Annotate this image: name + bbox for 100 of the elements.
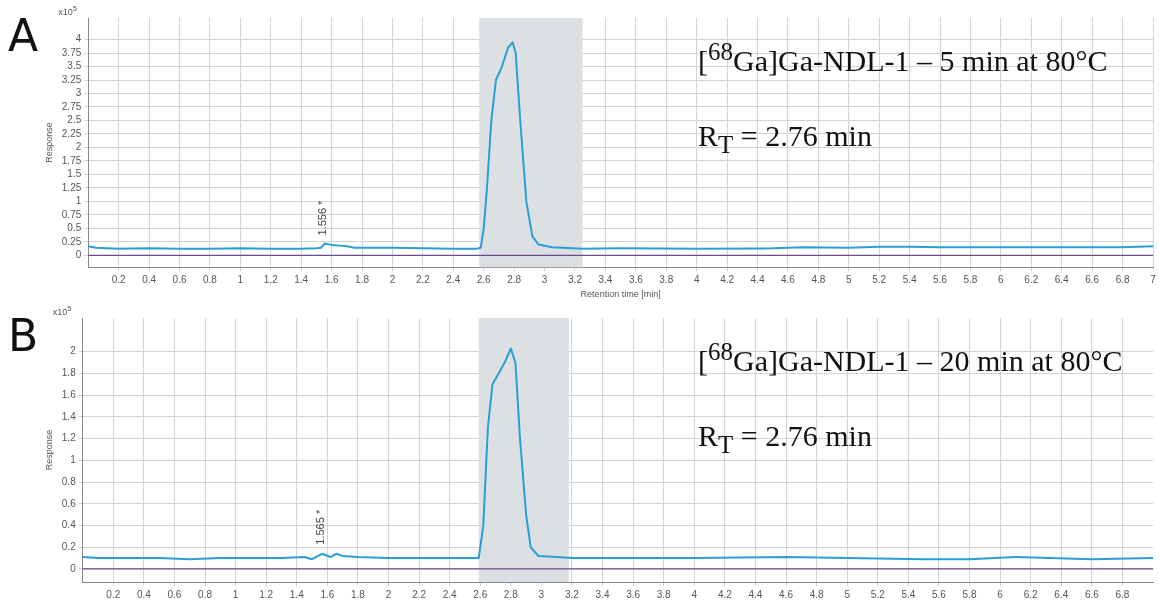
chart-title: B [8, 310, 39, 361]
y-tick-label: 1.2 [61, 432, 77, 444]
x-tick-label: 4.2 [717, 588, 733, 600]
x-tick-label: 3.2 [565, 588, 580, 600]
x-tick-label: 5 [846, 273, 853, 285]
y-tick-label: 0.5 [67, 222, 82, 234]
y-tick-label: 1.5 [67, 168, 82, 180]
y-axis-title: Response [43, 122, 54, 163]
x-tick-label: 2.6 [476, 273, 492, 285]
x-tick-label: 3 [538, 588, 545, 600]
x-tick-label: 1.2 [259, 588, 274, 600]
y-tick-label: 3.5 [67, 60, 82, 72]
x-tick-label: 3.6 [626, 588, 641, 600]
x-tick-label: 1.4 [294, 273, 309, 285]
x-tick-label: 1.4 [289, 588, 305, 600]
y-tick-label: 3.75 [61, 46, 82, 58]
x-tick-label: 4.4 [750, 273, 765, 285]
y-tick-label: 1 [75, 195, 82, 207]
x-tick-label: 5.6 [931, 588, 947, 600]
y-tick-label: 0.4 [61, 519, 77, 531]
x-tick-label: 6 [997, 588, 1004, 600]
y-tick-label: 2 [70, 345, 77, 357]
x-tick-label: 4.6 [780, 273, 796, 285]
x-tick-label: 6 [998, 273, 1005, 285]
x-tick-label: 5.4 [901, 588, 916, 600]
annotation: R$_{T}$ = 2.76 min [698, 118, 873, 160]
x-tick-label: 1 [237, 273, 244, 285]
x-tick-label: 0.6 [167, 588, 182, 600]
x-tick-label: 6.2 [1023, 588, 1039, 600]
x-tick-label: 4 [693, 273, 700, 285]
x-tick-label: 2.8 [503, 588, 519, 600]
x-tick-label: 0.2 [106, 588, 121, 600]
y-tick-label: 0.2 [61, 540, 77, 552]
y-tick-label: 4 [75, 33, 82, 45]
x-tick-label: 2.4 [446, 273, 461, 285]
y-tick-label: 0 [75, 249, 82, 261]
y-tick-label: 0.75 [61, 208, 82, 220]
y-tick-label: 1.6 [61, 388, 77, 400]
x-tick-label: 6.8 [1115, 273, 1130, 285]
x-tick-label: 1.8 [355, 273, 370, 285]
text: x10$^{5}$ [52, 304, 72, 317]
x-tick-label: 5.8 [962, 588, 977, 600]
chart-title: A [8, 10, 39, 61]
y-tick-label: 2.5 [67, 114, 82, 126]
y-tick-label: 3 [75, 87, 82, 99]
x-tick-label: 7 [1150, 273, 1157, 285]
annotation: [$^{68}$Ga]Ga-NDL-1 – 20 min at 80°C [698, 337, 1123, 379]
x-tick-label: 3.8 [656, 588, 672, 600]
x-tick-label: 1.6 [324, 273, 340, 285]
y-tick-label: 0 [70, 562, 77, 574]
x-tick-label: 4.8 [809, 588, 825, 600]
y-tick-label: 0.8 [61, 475, 77, 487]
x-tick-label: 1.2 [263, 273, 279, 285]
x-tick-label: 2.2 [415, 273, 431, 285]
x-tick-label: 0.8 [202, 273, 218, 285]
x-tick-label: 3.4 [595, 588, 610, 600]
x-tick-label: 6.2 [1024, 273, 1039, 285]
x-tick-label: 3.8 [659, 273, 674, 285]
x-tick-label: 5 [844, 588, 851, 600]
y-tick-label: 1 [70, 454, 77, 466]
y-tick-label: 1.25 [61, 181, 82, 193]
x-tick-label: 1.8 [350, 588, 366, 600]
x-tick-label: 3.2 [568, 273, 583, 285]
y-tick-label: 1.8 [61, 367, 77, 379]
y-axis-title: Response [43, 429, 54, 471]
x-tick-label: 6.4 [1054, 588, 1069, 600]
x-tick-label: 2.8 [507, 273, 522, 285]
y-tick-label: 1.75 [61, 154, 82, 166]
annotation: 1.565 * [313, 509, 326, 545]
x-tick-label: 5.6 [933, 273, 948, 285]
x-tick-label: 6.4 [1054, 273, 1070, 285]
x-tick-label: 5.4 [902, 273, 918, 285]
x-tick-label: 3.6 [628, 273, 644, 285]
x-tick-label: 1 [232, 588, 239, 600]
y-tick-label: 0.25 [61, 235, 82, 247]
annotation: [$^{68}$Ga]Ga-NDL-1 – 5 min at 80°C [698, 37, 1109, 79]
x-tick-label: 0.2 [111, 273, 127, 285]
annotation: 1.556 * [316, 199, 329, 236]
x-tick-label: 5.2 [872, 273, 887, 285]
x-tick-label: 4.8 [811, 273, 826, 285]
y-tick-label: 0.6 [61, 497, 77, 509]
x-tick-label: 3.4 [598, 273, 613, 285]
annotation: R$_{T}$ = 2.76 min [698, 418, 873, 460]
x-tick-label: 0.4 [142, 273, 157, 285]
x-axis-title: Retention time [min] [580, 289, 661, 300]
x-tick-label: 3 [541, 273, 548, 285]
x-tick-label: 1.6 [320, 588, 335, 600]
x-tick-label: 4.6 [779, 588, 794, 600]
x-tick-label: 0.8 [198, 588, 213, 600]
x-tick-label: 4.4 [748, 588, 763, 600]
x-tick-label: 4.2 [720, 273, 735, 285]
x-tick-label: 2 [389, 273, 396, 285]
x-tick-label: 6.6 [1085, 273, 1100, 285]
x-tick-label: 0.4 [136, 588, 152, 600]
y-tick-label: 3.25 [61, 73, 82, 85]
x-tick-label: 4 [691, 588, 698, 600]
y-tick-label: 1.4 [61, 410, 77, 422]
x-tick-label: 2.6 [473, 588, 488, 600]
x-tick-label: 6.6 [1084, 588, 1100, 600]
y-tick-label: 2.75 [61, 100, 82, 112]
